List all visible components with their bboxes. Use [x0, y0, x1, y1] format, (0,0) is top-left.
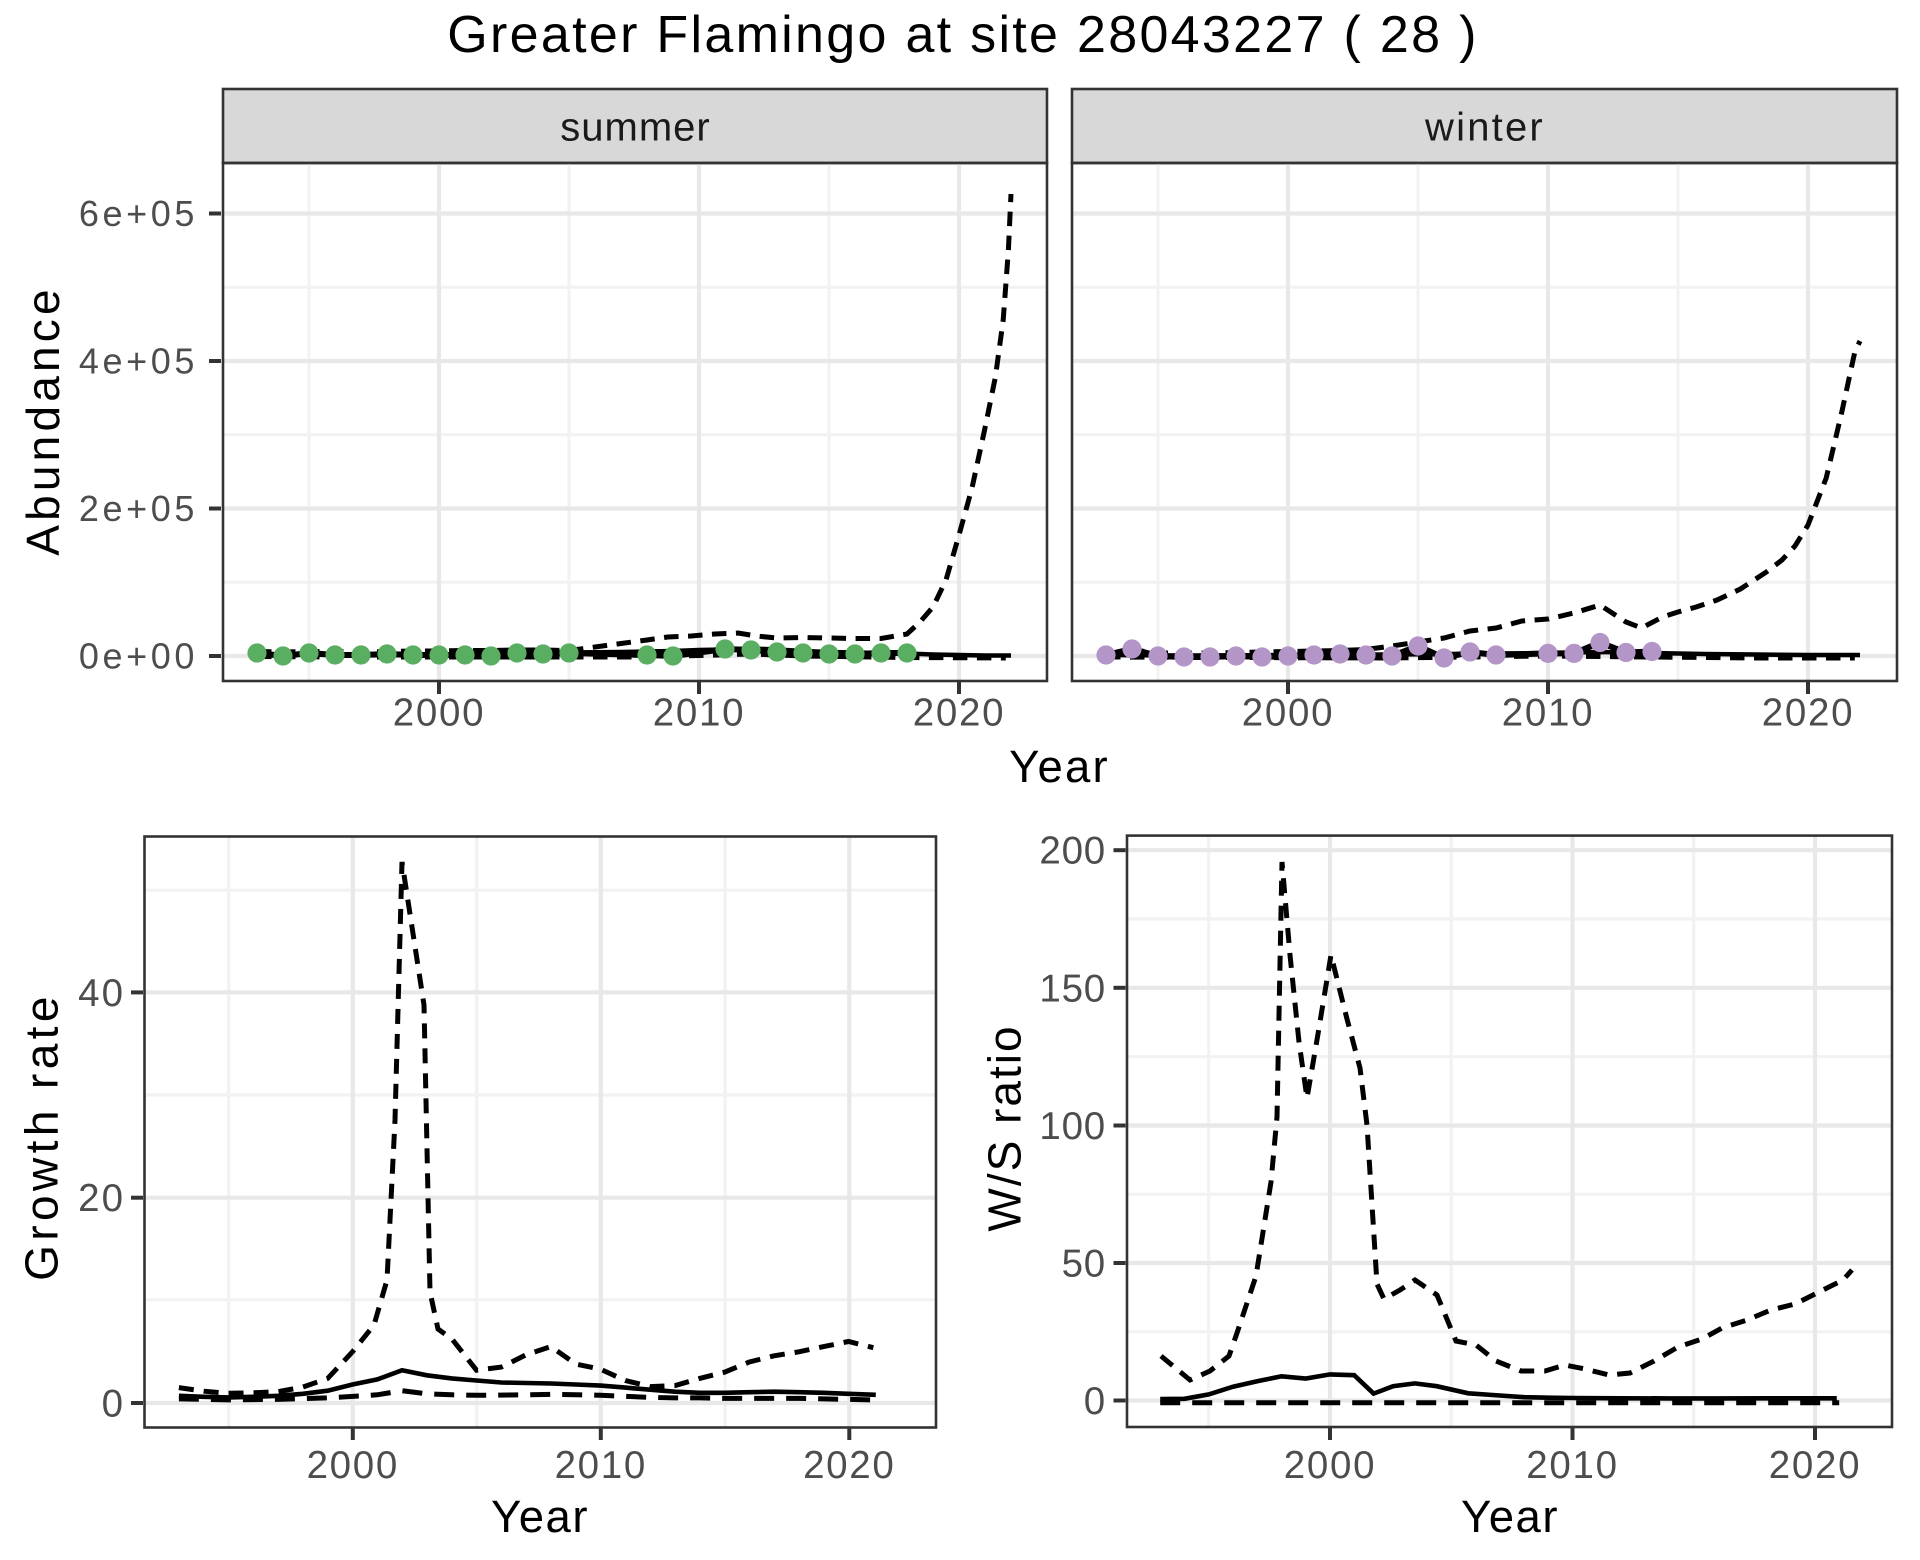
- svg-text:2010: 2010: [1502, 692, 1594, 735]
- svg-text:100: 100: [1039, 1105, 1106, 1148]
- svg-text:winter: winter: [1424, 106, 1545, 150]
- svg-text:0: 0: [1084, 1380, 1106, 1423]
- svg-text:2010: 2010: [653, 692, 745, 735]
- svg-text:6e+05: 6e+05: [79, 193, 198, 234]
- svg-text:2010: 2010: [1526, 1444, 1618, 1487]
- svg-text:2e+05: 2e+05: [79, 488, 198, 529]
- svg-text:2000: 2000: [1284, 1444, 1376, 1487]
- svg-text:summer: summer: [560, 106, 710, 150]
- svg-text:20: 20: [78, 1177, 125, 1220]
- svg-text:Year: Year: [1461, 1491, 1559, 1542]
- svg-text:40: 40: [78, 972, 125, 1015]
- svg-text:2000: 2000: [1242, 692, 1334, 735]
- svg-text:2010: 2010: [555, 1444, 647, 1487]
- svg-text:Growth rate: Growth rate: [16, 992, 68, 1281]
- svg-text:Greater Flamingo at site 28043: Greater Flamingo at site 28043227 ( 28 ): [447, 6, 1478, 64]
- svg-text:4e+05: 4e+05: [79, 341, 198, 382]
- svg-text:2020: 2020: [803, 1444, 895, 1487]
- svg-text:0: 0: [102, 1383, 125, 1426]
- svg-text:Year: Year: [1009, 741, 1110, 792]
- svg-text:150: 150: [1039, 967, 1106, 1010]
- svg-text:2020: 2020: [1769, 1444, 1861, 1487]
- svg-text:200: 200: [1039, 830, 1106, 873]
- svg-text:Year: Year: [491, 1491, 589, 1542]
- svg-text:W/S ratio: W/S ratio: [979, 1024, 1031, 1231]
- svg-text:Abundance: Abundance: [17, 285, 69, 556]
- svg-text:50: 50: [1062, 1243, 1106, 1286]
- svg-text:2020: 2020: [913, 692, 1005, 735]
- svg-text:0e+00: 0e+00: [79, 636, 198, 677]
- svg-text:2020: 2020: [1762, 692, 1854, 735]
- svg-text:2000: 2000: [307, 1444, 399, 1487]
- svg-text:2000: 2000: [393, 692, 485, 735]
